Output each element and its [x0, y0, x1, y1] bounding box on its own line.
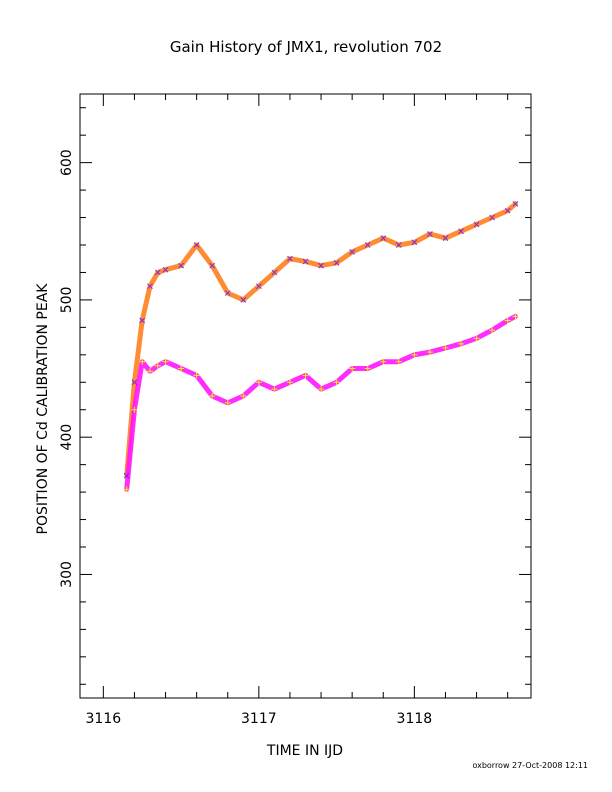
data-point [458, 340, 465, 347]
series-marks [123, 200, 519, 493]
x-tick-label: 3116 [86, 711, 122, 727]
data-point [209, 393, 216, 399]
data-point [442, 344, 449, 351]
data-point [178, 262, 184, 269]
data-point [411, 239, 418, 246]
data-point [286, 379, 293, 386]
data-point [162, 266, 169, 273]
data-point [131, 379, 138, 386]
data-point [512, 313, 519, 320]
y-axis: 300 400 500 600 [59, 107, 531, 685]
data-point [473, 221, 480, 228]
data-point [255, 379, 262, 386]
data-point [240, 393, 247, 399]
data-point [193, 242, 200, 248]
fit-curves [124, 201, 518, 492]
x-tick-label: 3117 [241, 711, 277, 727]
data-point [458, 228, 464, 235]
y-tick-label: 300 [59, 561, 75, 588]
data-point [318, 262, 324, 269]
data-point [178, 365, 185, 372]
data-point [380, 358, 387, 365]
data-point [473, 335, 480, 342]
data-point [287, 255, 293, 262]
data-point [349, 249, 356, 255]
data-point [489, 327, 496, 334]
data-point [364, 365, 371, 372]
data-point [426, 349, 433, 356]
data-point [123, 486, 130, 493]
fit-curve [124, 201, 518, 479]
data-point [154, 269, 161, 276]
data-point [139, 358, 146, 365]
data-point [427, 231, 433, 237]
data-point [504, 317, 511, 324]
data-point [131, 406, 138, 413]
data-point [224, 290, 231, 296]
data-point [318, 386, 325, 393]
data-point [139, 317, 146, 324]
data-point [302, 258, 309, 265]
chart-title: Gain History of JMX1, revolution 702 [170, 38, 442, 56]
data-point [512, 200, 519, 207]
data-point [504, 207, 511, 214]
data-point [255, 283, 262, 290]
data-point [349, 365, 356, 372]
x-axis-label: TIME IN IJD [266, 743, 343, 759]
y-tick-label: 400 [59, 424, 75, 451]
data-point [411, 351, 418, 358]
y-axis-label: POSITION OF Cd CALIBRATION PEAK [35, 283, 51, 535]
plot-frame [79, 93, 532, 699]
x-axis: 3116 3117 3118 [86, 94, 509, 727]
data-point [442, 235, 449, 241]
data-point [333, 379, 340, 386]
data-point [209, 262, 216, 269]
data-point [489, 214, 495, 221]
data-point [333, 259, 340, 266]
data-point [271, 386, 278, 393]
data-point [240, 297, 247, 303]
x-tick-label: 3118 [397, 711, 433, 727]
data-point [154, 362, 161, 369]
data-point [147, 283, 153, 290]
data-point [193, 372, 200, 379]
data-point [364, 242, 371, 248]
data-point [395, 242, 402, 248]
data-point [302, 372, 309, 379]
data-point [224, 399, 231, 406]
data-point [271, 269, 278, 276]
data-point [146, 368, 153, 375]
footer-credit: oxborrow 27-Oct-2008 12:11 [472, 761, 588, 770]
fit-curve [124, 313, 518, 492]
data-point [123, 472, 130, 479]
y-tick-label: 600 [59, 149, 75, 176]
y-tick-label: 500 [59, 287, 75, 314]
data-point [162, 358, 169, 365]
data-point [395, 358, 402, 365]
data-point [380, 235, 387, 241]
